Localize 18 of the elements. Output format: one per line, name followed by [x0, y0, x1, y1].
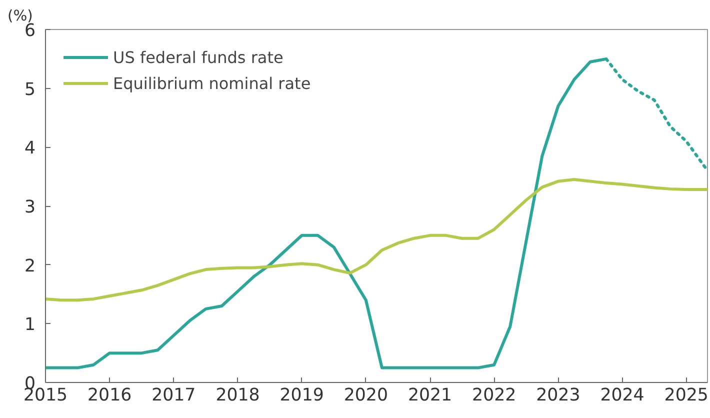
y-tick-label: 5	[24, 80, 36, 100]
x-tick-label: 2016	[88, 386, 132, 406]
x-tick-label: 2020	[344, 386, 388, 406]
x-tick-label: 2019	[280, 386, 324, 406]
x-tick-label: 2022	[472, 386, 516, 406]
legend-label: Equilibrium nominal rate	[113, 74, 311, 92]
y-tick-label: 3	[24, 198, 36, 218]
line-series	[46, 178, 708, 302]
x-tick-label: 2023	[536, 386, 580, 406]
x-tick-label: 2021	[408, 386, 452, 406]
y-tick-label: 1	[24, 315, 36, 336]
x-tick-label: 2017	[152, 386, 196, 406]
x-tick-label: 2018	[216, 386, 260, 406]
legend-label: US federal funds rate	[113, 48, 284, 66]
x-tick-label: 2025	[664, 386, 708, 406]
x-tick-label: 2024	[600, 386, 644, 406]
y-tick-label: 2	[24, 256, 36, 276]
y-tick-label: 4	[24, 138, 36, 159]
